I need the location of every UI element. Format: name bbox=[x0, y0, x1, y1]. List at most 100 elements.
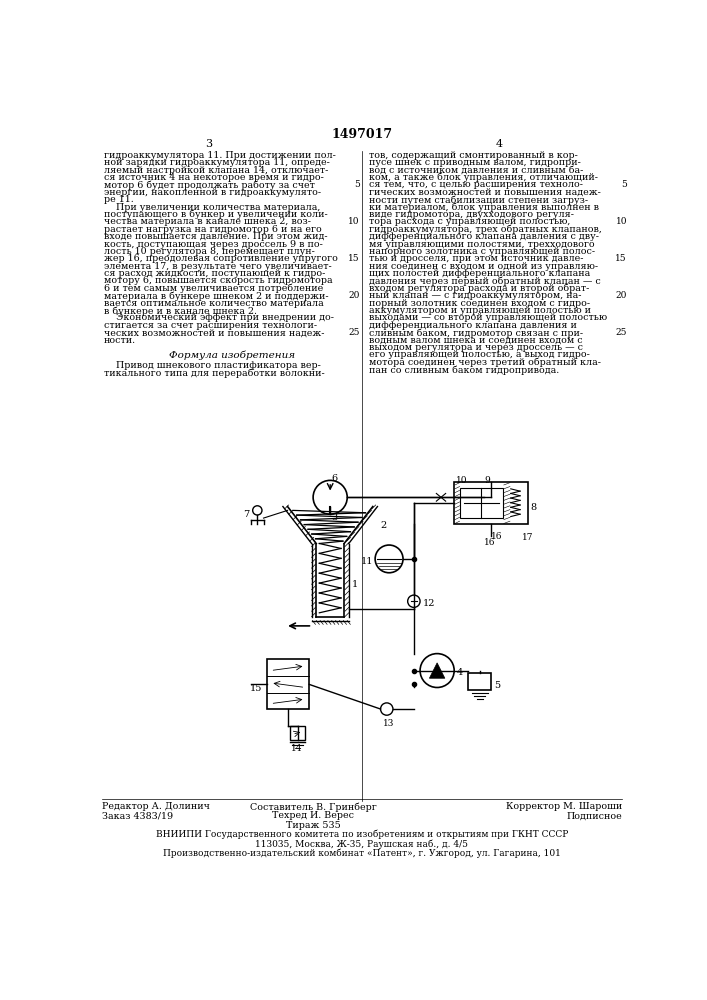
Text: мя управляющими полостями, трехходового: мя управляющими полостями, трехходового bbox=[369, 240, 595, 249]
Text: Производственно-издательский комбинат «Патент», г. Ужгород, ул. Гагарина, 101: Производственно-издательский комбинат «П… bbox=[163, 848, 561, 858]
Text: 16: 16 bbox=[491, 532, 502, 541]
Text: водным валом шнека и соединен входом с: водным валом шнека и соединен входом с bbox=[369, 336, 583, 345]
Text: 13: 13 bbox=[383, 719, 395, 728]
Text: жер 16, преодолевая сопротивление упругого: жер 16, преодолевая сопротивление упруго… bbox=[104, 254, 338, 263]
Bar bbox=[460, 488, 503, 518]
Text: стигается за счет расширения технологи-: стигается за счет расширения технологи- bbox=[104, 321, 317, 330]
Text: Экономический эффект при внедрении до-: Экономический эффект при внедрении до- bbox=[104, 313, 334, 322]
Text: гидроаккумулятора 11. При достижении пол-: гидроаккумулятора 11. При достижении пол… bbox=[104, 151, 336, 160]
Text: поступающего в бункер и увеличении коли-: поступающего в бункер и увеличении коли- bbox=[104, 210, 327, 219]
Text: ВНИИПИ Государственного комитета по изобретениям и открытиям при ГКНТ СССР: ВНИИПИ Государственного комитета по изоб… bbox=[156, 830, 568, 839]
Text: 2: 2 bbox=[380, 521, 387, 530]
Bar bbox=[468, 673, 491, 690]
Polygon shape bbox=[429, 663, 445, 678]
Text: чества материала в канале шнека 2, воз-: чества материала в канале шнека 2, воз- bbox=[104, 217, 311, 226]
Text: давления через первый обратный клапан — с: давления через первый обратный клапан — … bbox=[369, 276, 601, 286]
Text: 1: 1 bbox=[352, 580, 358, 589]
Text: Редактор А. Долинич: Редактор А. Долинич bbox=[103, 802, 210, 811]
Text: 4: 4 bbox=[457, 668, 463, 677]
Text: 113035, Москва, Ж-35, Раушская наб., д. 4/5: 113035, Москва, Ж-35, Раушская наб., д. … bbox=[255, 839, 469, 849]
Text: ся тем, что, с целью расширения техноло-: ся тем, что, с целью расширения техноло- bbox=[369, 180, 583, 189]
Text: пусе шнек с приводным валом, гидропри-: пусе шнек с приводным валом, гидропри- bbox=[369, 158, 580, 167]
Text: гических возможностей и повышения надеж-: гических возможностей и повышения надеж- bbox=[369, 188, 601, 197]
Text: Привод шнекового пластификатора вер-: Привод шнекового пластификатора вер- bbox=[104, 361, 321, 370]
Text: 5: 5 bbox=[621, 180, 627, 189]
Text: 5: 5 bbox=[354, 180, 360, 189]
Text: входе повышается давление. При этом жид-: входе повышается давление. При этом жид- bbox=[104, 232, 327, 241]
Bar bbox=[290, 726, 305, 740]
Text: гидроаккумулятора, трех обратных клапанов,: гидроаккумулятора, трех обратных клапано… bbox=[369, 225, 602, 234]
Text: 20: 20 bbox=[349, 291, 360, 300]
Text: напорного золотника с управляющей полос-: напорного золотника с управляющей полос- bbox=[369, 247, 595, 256]
Text: ре 11.: ре 11. bbox=[104, 195, 134, 204]
Text: ности путем стабилизации степени загруз-: ности путем стабилизации степени загруз- bbox=[369, 195, 588, 205]
Text: 7: 7 bbox=[243, 510, 250, 519]
Text: тью и дросселя, при этом источник давле-: тью и дросселя, при этом источник давле- bbox=[369, 254, 583, 263]
Text: сливным баком, гидромотор связан с при-: сливным баком, гидромотор связан с при- bbox=[369, 328, 583, 338]
Text: 12: 12 bbox=[422, 599, 435, 608]
Text: 9: 9 bbox=[484, 476, 490, 485]
Text: Формула изобретения: Формула изобретения bbox=[169, 351, 295, 360]
Text: щих полостей дифференциального клапана: щих полостей дифференциального клапана bbox=[369, 269, 590, 278]
Text: ной зарядки гидроаккумулятора 11, опреде-: ной зарядки гидроаккумулятора 11, опреде… bbox=[104, 158, 329, 167]
Text: 6: 6 bbox=[332, 474, 338, 483]
Text: 8: 8 bbox=[530, 503, 536, 512]
Text: материала в бункере шнеком 2 и поддержи-: материала в бункере шнеком 2 и поддержи- bbox=[104, 291, 329, 301]
Text: ки материалом, блок управления выполнен в: ки материалом, блок управления выполнен … bbox=[369, 203, 599, 212]
Text: тов, содержащий смонтированный в кор-: тов, содержащий смонтированный в кор- bbox=[369, 151, 578, 160]
Text: 20: 20 bbox=[616, 291, 627, 300]
Text: мотору 6, повышается скорость гидромотора: мотору 6, повышается скорость гидромотор… bbox=[104, 276, 332, 285]
Text: ческих возможностей и повышения надеж-: ческих возможностей и повышения надеж- bbox=[104, 328, 325, 337]
Text: Техред И. Верес: Техред И. Верес bbox=[272, 811, 354, 820]
Text: тикального типа для переработки волокни-: тикального типа для переработки волокни- bbox=[104, 369, 325, 378]
Text: 15: 15 bbox=[348, 254, 360, 263]
Text: 10: 10 bbox=[616, 217, 627, 226]
Text: При увеличении количества материала,: При увеличении количества материала, bbox=[104, 203, 320, 212]
Text: 15: 15 bbox=[250, 684, 262, 693]
Text: ния соединен с входом и одной из управляю-: ния соединен с входом и одной из управля… bbox=[369, 262, 598, 271]
Text: Составитель В. Гринберг: Составитель В. Гринберг bbox=[250, 802, 377, 812]
Text: Заказ 4383/19: Заказ 4383/19 bbox=[103, 811, 173, 820]
Text: выходом регулятора и через дроссель — с: выходом регулятора и через дроссель — с bbox=[369, 343, 583, 352]
Text: ный клапан — с гидроаккумулятором, на-: ный клапан — с гидроаккумулятором, на- bbox=[369, 291, 581, 300]
Text: мотор 6 будет продолжать работу за счет: мотор 6 будет продолжать работу за счет bbox=[104, 180, 315, 190]
Text: 25: 25 bbox=[348, 328, 360, 337]
Text: 5: 5 bbox=[493, 681, 500, 690]
Text: Тираж 535: Тираж 535 bbox=[286, 821, 341, 830]
Text: вод с источником давления и сливным ба-: вод с источником давления и сливным ба- bbox=[369, 166, 583, 175]
Text: 3: 3 bbox=[205, 139, 212, 149]
Text: Подписное: Подписное bbox=[566, 811, 622, 820]
Text: пан со сливным баком гидропривода.: пан со сливным баком гидропривода. bbox=[369, 365, 559, 375]
Text: дифференциального клапана давления с дву-: дифференциального клапана давления с дву… bbox=[369, 232, 599, 241]
Text: виде гидромотора, двухходового регуля-: виде гидромотора, двухходового регуля- bbox=[369, 210, 574, 219]
Text: ся расход жидкости, поступающей к гидро-: ся расход жидкости, поступающей к гидро- bbox=[104, 269, 325, 278]
Text: 3: 3 bbox=[332, 513, 338, 522]
Text: 15: 15 bbox=[615, 254, 627, 263]
Text: входом регулятора расхода и второй обрат-: входом регулятора расхода и второй обрат… bbox=[369, 284, 590, 293]
Text: элемента 17, в результате чего увеличивает-: элемента 17, в результате чего увеличива… bbox=[104, 262, 332, 271]
Text: 6 и тем самым увеличивается потребление: 6 и тем самым увеличивается потребление bbox=[104, 284, 323, 293]
Text: ком, а также блок управления, отличающий-: ком, а также блок управления, отличающий… bbox=[369, 173, 598, 182]
Text: 16: 16 bbox=[484, 538, 496, 547]
Text: порный золотник соединен входом с гидро-: порный золотник соединен входом с гидро- bbox=[369, 299, 590, 308]
Text: 11: 11 bbox=[361, 557, 374, 566]
Text: дифференциального клапана давления и: дифференциального клапана давления и bbox=[369, 321, 577, 330]
Text: 17: 17 bbox=[522, 533, 533, 542]
Bar bbox=[267, 659, 309, 709]
Text: тора расхода с управляющей полостью,: тора расхода с управляющей полостью, bbox=[369, 217, 571, 226]
Text: аккумулятором и управляющей полостью и: аккумулятором и управляющей полостью и bbox=[369, 306, 591, 315]
Text: 10: 10 bbox=[348, 217, 360, 226]
Text: 10: 10 bbox=[456, 476, 467, 485]
Text: лость 10 регулятора 8, перемещает плун-: лость 10 регулятора 8, перемещает плун- bbox=[104, 247, 315, 256]
Text: энергии, накопленной в гидроаккумулято-: энергии, накопленной в гидроаккумулято- bbox=[104, 188, 321, 197]
Text: в бункере и в канале шнека 2.: в бункере и в канале шнека 2. bbox=[104, 306, 257, 316]
Text: Корректор М. Шароши: Корректор М. Шароши bbox=[506, 802, 622, 811]
Text: 25: 25 bbox=[616, 328, 627, 337]
Text: вается оптимальное количество материала: вается оптимальное количество материала bbox=[104, 299, 324, 308]
Text: ляемый настройкой клапана 14, отключает-: ляемый настройкой клапана 14, отключает- bbox=[104, 166, 328, 175]
Text: кость, поступающая через дроссель 9 в по-: кость, поступающая через дроссель 9 в по… bbox=[104, 240, 323, 249]
Text: ности.: ности. bbox=[104, 336, 136, 345]
Text: его управляющей полостью, а выход гидро-: его управляющей полостью, а выход гидро- bbox=[369, 350, 590, 359]
Text: выходами — со второй управляющей полостью: выходами — со второй управляющей полость… bbox=[369, 313, 607, 322]
Text: 1497017: 1497017 bbox=[332, 128, 392, 141]
